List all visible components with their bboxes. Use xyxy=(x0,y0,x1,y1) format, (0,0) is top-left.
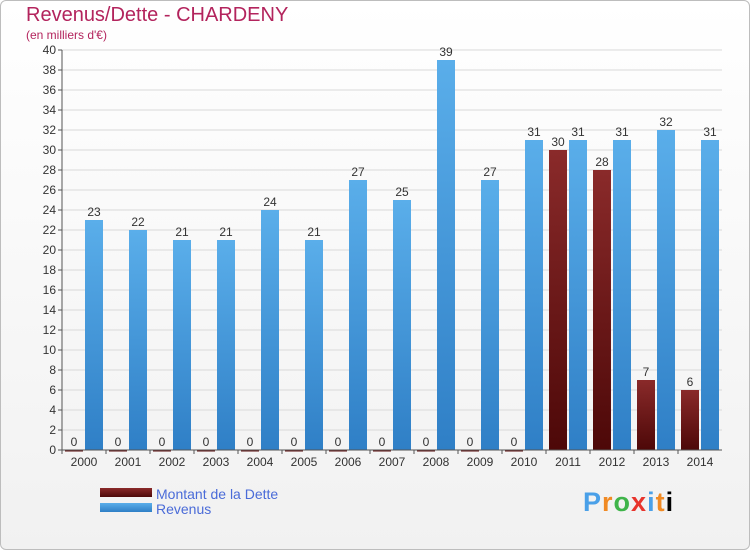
bar-revenus xyxy=(85,220,103,450)
bar-revenus xyxy=(393,200,411,450)
data-label-dette: 0 xyxy=(511,435,518,449)
bar-revenus xyxy=(261,210,279,450)
data-label-revenus: 23 xyxy=(87,205,101,219)
bar-revenus xyxy=(613,140,631,450)
data-label-dette: 0 xyxy=(71,435,78,449)
logo-letter: o xyxy=(614,487,632,517)
data-label-dette: 0 xyxy=(291,435,298,449)
x-tick-label: 2011 xyxy=(555,455,581,469)
data-label-dette: 6 xyxy=(687,375,694,389)
bar-revenus xyxy=(173,240,191,450)
y-tick-label: 6 xyxy=(49,383,56,397)
y-tick-label: 10 xyxy=(43,343,57,357)
x-tick-label: 2014 xyxy=(687,455,714,469)
bar-dette xyxy=(549,150,567,450)
y-tick-label: 26 xyxy=(43,183,57,197)
y-tick-label: 14 xyxy=(43,303,57,317)
y-tick-label: 24 xyxy=(43,203,57,217)
bar-revenus xyxy=(657,130,675,450)
data-label-revenus: 25 xyxy=(395,185,409,199)
y-tick-label: 28 xyxy=(43,163,57,177)
legend-swatch-debt xyxy=(100,488,152,497)
x-tick-label: 2008 xyxy=(423,455,450,469)
y-tick-label: 20 xyxy=(43,243,57,257)
data-label-dette: 0 xyxy=(379,435,386,449)
y-tick-label: 36 xyxy=(43,83,57,97)
bar-revenus xyxy=(129,230,147,450)
bar-revenus xyxy=(437,60,455,450)
legend-swatch-revenus xyxy=(100,503,152,512)
bar-revenus xyxy=(569,140,587,450)
logo-letter: i xyxy=(666,487,675,517)
y-tick-label: 16 xyxy=(43,283,57,297)
y-tick-label: 4 xyxy=(49,403,56,417)
y-tick-label: 0 xyxy=(49,443,56,457)
data-label-revenus: 27 xyxy=(351,165,365,179)
y-tick-label: 22 xyxy=(43,223,57,237)
x-tick-label: 2013 xyxy=(643,455,670,469)
data-label-dette: 28 xyxy=(595,155,609,169)
data-label-revenus: 31 xyxy=(571,125,585,139)
proxiti-logo: Proxiti xyxy=(583,487,674,518)
data-label-revenus: 21 xyxy=(307,225,321,239)
x-tick-label: 2002 xyxy=(159,455,186,469)
y-tick-label: 30 xyxy=(43,143,57,157)
data-label-revenus: 21 xyxy=(219,225,233,239)
logo-letter: i xyxy=(647,487,656,517)
y-tick-label: 2 xyxy=(49,423,56,437)
data-label-revenus: 31 xyxy=(527,125,541,139)
data-label-dette: 0 xyxy=(467,435,474,449)
bar-chart: 0230220210210240210270250390270313031283… xyxy=(0,0,750,550)
data-label-revenus: 32 xyxy=(659,115,673,129)
bar-revenus xyxy=(525,140,543,450)
y-tick-label: 40 xyxy=(43,43,57,57)
data-label-dette: 0 xyxy=(247,435,254,449)
data-label-revenus: 22 xyxy=(131,215,145,229)
bar-revenus xyxy=(481,180,499,450)
data-label-dette: 7 xyxy=(643,365,650,379)
y-tick-label: 18 xyxy=(43,263,57,277)
x-tick-label: 2009 xyxy=(467,455,494,469)
y-tick-label: 12 xyxy=(43,323,57,337)
x-tick-label: 2006 xyxy=(335,455,362,469)
legend-label-debt: Montant de la Dette xyxy=(156,486,278,502)
logo-letter: r xyxy=(602,487,614,517)
data-label-revenus: 21 xyxy=(175,225,189,239)
data-label-revenus: 24 xyxy=(263,195,277,209)
x-tick-label: 2005 xyxy=(291,455,318,469)
bar-dette xyxy=(593,170,611,450)
y-tick-label: 34 xyxy=(43,103,57,117)
logo-letter: t xyxy=(656,487,666,517)
x-tick-label: 2012 xyxy=(599,455,626,469)
bar-revenus xyxy=(305,240,323,450)
y-tick-label: 8 xyxy=(49,363,56,377)
x-tick-label: 2003 xyxy=(203,455,230,469)
bar-revenus xyxy=(701,140,719,450)
data-label-dette: 0 xyxy=(203,435,210,449)
y-tick-label: 38 xyxy=(43,63,57,77)
data-label-dette: 30 xyxy=(551,135,565,149)
data-label-revenus: 31 xyxy=(703,125,717,139)
x-tick-label: 2001 xyxy=(115,455,142,469)
data-label-dette: 0 xyxy=(335,435,342,449)
data-label-revenus: 27 xyxy=(483,165,497,179)
x-tick-label: 2000 xyxy=(71,455,98,469)
logo-letter: P xyxy=(583,487,602,517)
data-label-dette: 0 xyxy=(159,435,166,449)
x-tick-label: 2007 xyxy=(379,455,406,469)
data-label-dette: 0 xyxy=(423,435,430,449)
x-tick-label: 2004 xyxy=(247,455,274,469)
y-tick-label: 32 xyxy=(43,123,57,137)
data-label-revenus: 39 xyxy=(439,45,453,59)
data-label-dette: 0 xyxy=(115,435,122,449)
bar-revenus xyxy=(349,180,367,450)
bar-revenus xyxy=(217,240,235,450)
bar-dette xyxy=(681,390,699,450)
data-label-revenus: 31 xyxy=(615,125,629,139)
logo-letter: x xyxy=(631,487,647,517)
legend-label-revenus: Revenus xyxy=(156,501,211,517)
x-tick-label: 2010 xyxy=(511,455,538,469)
bar-dette xyxy=(637,380,655,450)
